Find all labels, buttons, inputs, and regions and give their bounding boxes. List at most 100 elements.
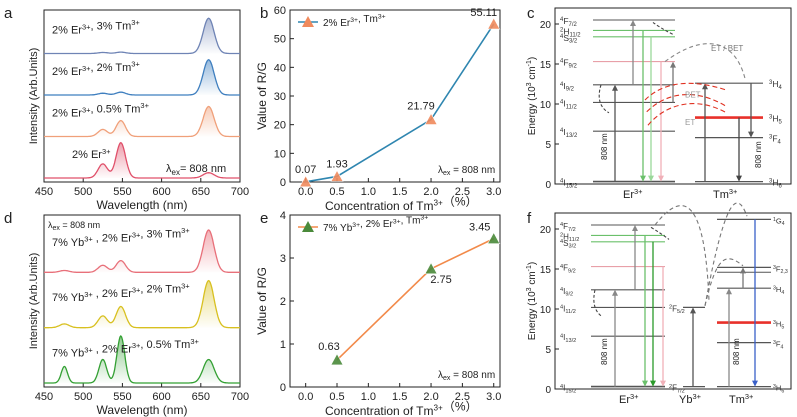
y-axis-label: Value of R/G [255, 267, 269, 335]
nonradiative-decay [593, 289, 602, 317]
y-tick-label: 2 [280, 296, 286, 308]
y-tick-label: 10 [540, 100, 552, 111]
series-label: 7% Yb3+ , 2% Er3+, 3% Tm3+ [52, 226, 190, 249]
series-line [44, 105, 240, 138]
data-label: 1.93 [326, 158, 347, 170]
series-label: 2% Er3+, 3% Tm3+ [52, 18, 140, 36]
nonradiative-decay [650, 226, 670, 240]
y-tick-label: 5 [545, 345, 551, 356]
x-tick-label: 0.5 [329, 391, 344, 403]
er-level-label: 4I15/2 [560, 384, 576, 395]
x-tick-label: 450 [35, 391, 53, 403]
legend-label: 7% Yb3+, 2% Er3+, Tm3+ [323, 215, 428, 234]
plot-frame [43, 9, 241, 183]
bet-curve [644, 82, 726, 101]
x-tick-label: 700 [231, 391, 249, 403]
y-tick-label: 1 [280, 339, 286, 351]
er-level-label: 4I15/2 [560, 178, 577, 190]
red-emission-arrow-head [660, 380, 666, 387]
bet-label: BET [685, 91, 701, 100]
excitation-annotation: λex = 808 nm [438, 165, 495, 177]
x-tick-label: 700 [231, 186, 249, 198]
yb-level-label: 2F5/2 [669, 304, 685, 315]
data-label: 3.45 [469, 222, 490, 234]
tm-level-label: 3F4 [769, 134, 782, 146]
y-tick-label: 15 [540, 265, 552, 276]
data-label: 0.63 [318, 341, 339, 353]
data-point [487, 232, 501, 244]
pump-arrow-head [632, 225, 638, 231]
x-axis-label: Wavelength (nm) [97, 198, 188, 212]
y-tick-label: 5 [545, 140, 551, 151]
et-bet-label: ET / BET [711, 44, 743, 53]
er-level-label: 4F7/2 [560, 222, 576, 233]
et-curve [644, 94, 726, 114]
panel-d: 450 500 550 600 650 700 Wavelength (nm) Intensi… [28, 214, 249, 417]
er-level-label: 4I9/2 [560, 287, 573, 298]
x-axis-label: Concentration of Tm3+（%） [325, 194, 477, 213]
er-level-label: 2H11/2 [560, 26, 581, 38]
panel-letter-a: a [4, 5, 13, 22]
y-tick-label: 10 [274, 148, 286, 160]
er-level-label: 4I9/2 [560, 81, 574, 93]
y-axis-label: Intensity (Arb.Units) [28, 48, 40, 145]
x-tick-label: 0.0 [298, 186, 313, 198]
emission-arrow-head [752, 380, 758, 387]
series-label: 2% Er3+, 2% Tm3+ [52, 60, 140, 78]
y-axis-label: Energy (103 cm-1) [526, 57, 538, 136]
y-tick-label: 60 [274, 5, 286, 17]
tm-level-label: 3H6 [769, 178, 782, 190]
emission-arrow-head [736, 175, 742, 182]
plot-frame [43, 214, 241, 388]
diagram-frame [554, 212, 792, 390]
series-line [44, 141, 240, 179]
er-level-label: 4I11/2 [560, 304, 576, 315]
y-tick-label: 0 [280, 382, 286, 394]
diagram-frame [554, 7, 792, 185]
series-label: 2% Er3+ [72, 147, 110, 161]
x-tick-label: 1.0 [361, 186, 376, 198]
x-tick-label: 500 [74, 391, 92, 403]
y-tick-label: 20 [274, 120, 286, 132]
ion-label-yb: Yb3+ [679, 392, 701, 406]
ion-label-tm: Tm3+ [729, 392, 753, 406]
pump-arrow-head [612, 289, 618, 296]
y-tick-label: 10 [540, 305, 552, 316]
series-line [336, 237, 495, 361]
red-emission-arrow-head [658, 175, 664, 182]
y-tick-label: 0 [280, 177, 286, 189]
et-curve [704, 258, 744, 306]
er-level-label: 4F9/2 [560, 264, 576, 275]
series-line [305, 23, 495, 183]
excitation-annotation: λex = 808 nm [48, 220, 100, 232]
x-tick-label: 600 [152, 391, 170, 403]
data-point [424, 262, 438, 275]
green-emission-arrow-head [650, 380, 656, 387]
ion-label-er: Er3+ [619, 392, 639, 406]
x-tick-label: 0.0 [298, 391, 313, 403]
series-label: 7% Yb3+ , 2% Er3+, 0.5% Tm3+ [52, 337, 199, 360]
plot-frame [289, 214, 501, 388]
x-tick-label: 500 [74, 186, 92, 198]
plot-frame [289, 9, 501, 183]
pump-label: 808 nm [600, 133, 609, 160]
series-line [44, 279, 240, 329]
tm-level-label: 3H5 [773, 320, 784, 331]
x-tick-label: 0.5 [329, 186, 344, 198]
pump-arrow-head [630, 20, 636, 26]
x-tick-label: 2.0 [423, 186, 438, 198]
tm-level-label: 3F2,3 [773, 264, 788, 275]
x-tick-label: 600 [152, 186, 170, 198]
x-tick-label: 550 [113, 186, 131, 198]
green-emission-arrow-head [640, 175, 646, 182]
series-line [44, 58, 240, 96]
data-label: 21.79 [407, 101, 435, 113]
et-curve [704, 202, 748, 306]
tm-level-label: 3H4 [773, 285, 784, 296]
er-level-label: 2H11/2 [560, 232, 579, 243]
panel-letter-e: e [260, 210, 268, 227]
data-point [487, 17, 501, 30]
er-level-label: 4I13/2 [560, 127, 577, 139]
pump-label: 808 nm [732, 338, 741, 365]
